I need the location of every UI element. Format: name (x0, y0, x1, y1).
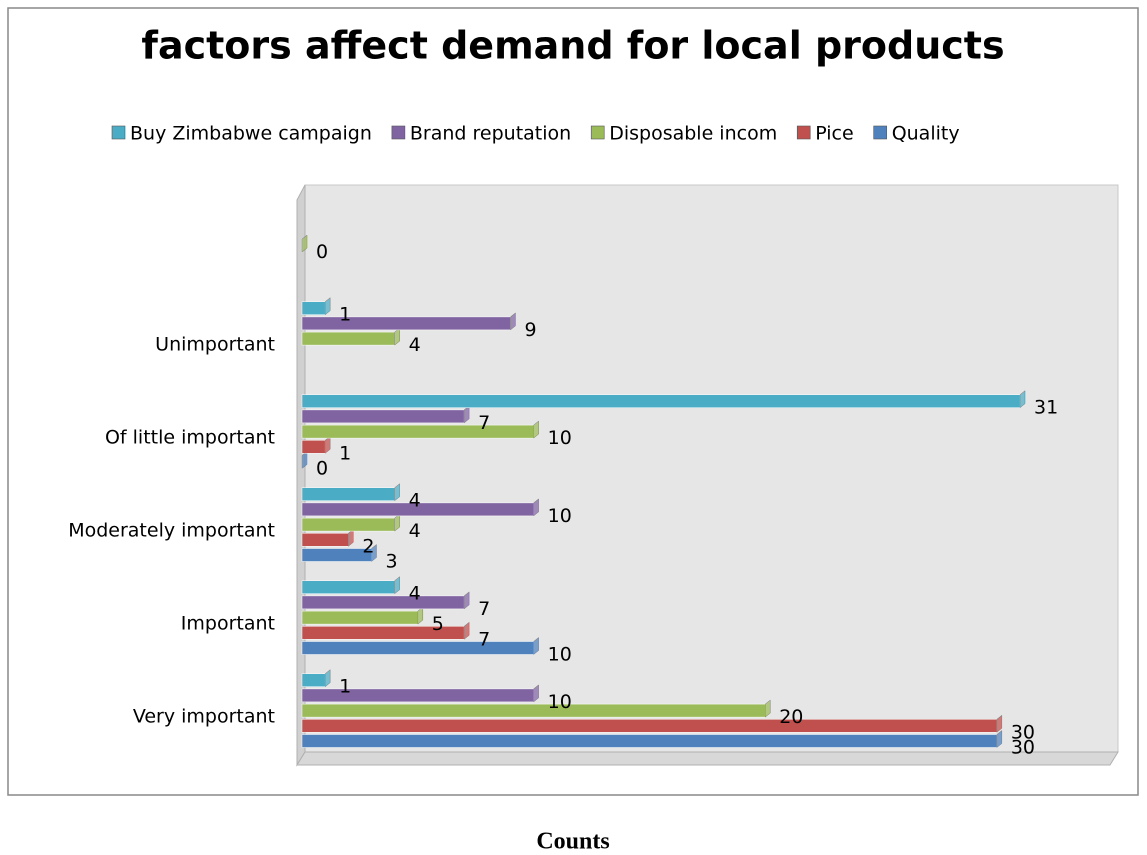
bar (301, 580, 395, 594)
bar-cap (371, 544, 377, 562)
bar-cap (324, 669, 331, 688)
bar-cap (463, 621, 470, 640)
bar-cap (463, 591, 470, 610)
bar (301, 533, 349, 547)
bar (301, 301, 326, 315)
bar (301, 595, 465, 610)
value-label: 1 (339, 304, 351, 326)
value-label: 0 (316, 241, 328, 263)
bar-cap (533, 637, 539, 655)
bar-cap (533, 498, 539, 517)
value-label: 20 (779, 706, 803, 728)
bar (301, 487, 395, 501)
bar (301, 316, 511, 331)
bar-cap (394, 576, 400, 595)
value-label: 10 (548, 691, 572, 713)
value-label: 4 (409, 334, 421, 356)
legend-swatch (796, 125, 811, 140)
value-label: 7 (478, 628, 490, 650)
back-wall (304, 184, 1119, 753)
bar-cap (996, 714, 1003, 733)
bar (301, 424, 534, 439)
bar (301, 409, 465, 424)
value-label: 7 (478, 412, 490, 434)
bar-cap (324, 297, 331, 316)
bar (301, 703, 766, 718)
bar-cap (394, 483, 400, 502)
bar-cap (996, 730, 1003, 748)
y-tick-label: Moderately important (68, 520, 275, 542)
legend-swatch (590, 125, 605, 140)
y-tick-label: Very important (133, 706, 275, 728)
bar (301, 517, 395, 532)
legend-label: Pice (815, 123, 853, 145)
legend-label: Disposable incom (609, 123, 777, 145)
bar-cap (533, 684, 539, 703)
bar (301, 734, 998, 748)
value-label: 1 (339, 676, 351, 698)
value-label: 7 (478, 598, 490, 620)
bar-cap (1019, 390, 1026, 409)
bar (301, 641, 534, 655)
value-label: 4 (409, 490, 421, 512)
legend-label: Quality (892, 123, 960, 145)
bar-cap (533, 420, 539, 439)
value-label: 4 (409, 583, 421, 605)
value-label: 10 (548, 427, 572, 449)
legend-label: Brand reputation (410, 123, 571, 145)
value-label: 5 (432, 613, 444, 635)
bar-cap (510, 312, 516, 331)
bar (301, 610, 419, 625)
value-label: 30 (1011, 721, 1035, 743)
value-label: 10 (548, 644, 572, 666)
bar (301, 548, 372, 562)
y-tick-label: Important (181, 613, 275, 635)
bar-cap (765, 699, 771, 718)
value-label: 10 (548, 505, 572, 527)
caption: Counts (536, 829, 609, 855)
value-label: 9 (524, 319, 536, 341)
bar (301, 331, 395, 346)
legend-swatch (391, 125, 406, 140)
bar (301, 688, 534, 703)
floor (296, 751, 1119, 766)
value-label: 2 (362, 535, 374, 557)
value-label: 30 (1011, 737, 1035, 759)
legend-swatch (873, 125, 887, 140)
bar (301, 394, 1021, 408)
y-tick-label: Of little important (105, 427, 275, 449)
bar-cap (301, 234, 308, 253)
value-label: 3 (385, 551, 397, 573)
value-label: 0 (316, 458, 328, 480)
value-label: 31 (1034, 397, 1058, 419)
chart-title: factors affect demand for local products (141, 24, 1004, 68)
legend-label: Buy Zimbabwe campaign (130, 123, 372, 145)
bar (301, 673, 326, 687)
bar (301, 440, 326, 454)
bar (301, 719, 998, 733)
value-label: 1 (339, 442, 351, 464)
y-tick-label: Unimportant (155, 334, 275, 356)
value-label: 4 (409, 520, 421, 542)
legend-swatch (111, 125, 126, 140)
